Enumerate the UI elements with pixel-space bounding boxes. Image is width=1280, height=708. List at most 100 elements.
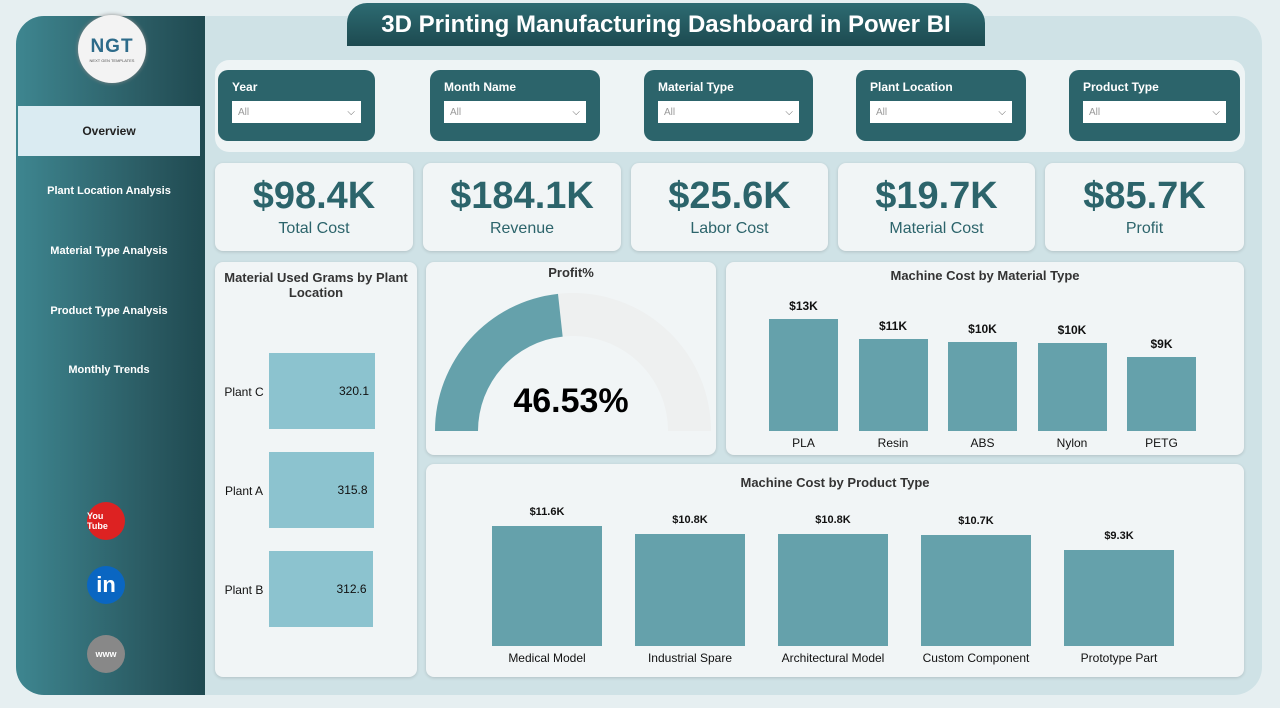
- gauge-value: 46.53%: [513, 382, 629, 420]
- filter-value: All: [1089, 106, 1101, 118]
- linkedin-icon[interactable]: in: [87, 566, 125, 604]
- filter-label: Year: [232, 80, 258, 94]
- category-label: Plant B: [224, 583, 264, 597]
- kpi-label: Profit: [1125, 220, 1164, 237]
- category-label: ABS: [970, 436, 995, 450]
- nav-item-product-type-analysis[interactable]: Product Type Analysis: [50, 305, 168, 317]
- filter-month-name: Month Name All ⌵: [430, 70, 600, 141]
- filter-product-type: Product Type All ⌵: [1069, 70, 1240, 141]
- data-label: $9K: [1150, 336, 1173, 351]
- kpi-value: $25.6K: [668, 175, 791, 217]
- nav-item-material-type-analysis[interactable]: Material Type Analysis: [50, 245, 168, 257]
- kpi-value: $85.7K: [1083, 175, 1206, 217]
- bar[interactable]: [269, 551, 373, 627]
- kpi-value: $19.7K: [875, 175, 998, 217]
- bar[interactable]: [269, 452, 374, 528]
- kpi-value: $184.1K: [450, 175, 594, 217]
- category-label: Plant A: [224, 484, 264, 498]
- bar[interactable]: [778, 534, 888, 646]
- plant-chart: Material Used Grams by Plant Location Pl…: [215, 262, 417, 677]
- data-label: 315.8: [337, 483, 368, 497]
- data-label: $11K: [878, 318, 908, 333]
- chevron-down-icon: ⌵: [998, 106, 1006, 118]
- bar[interactable]: [269, 353, 375, 429]
- kpi-total-cost: $98.4K Total Cost: [215, 163, 413, 251]
- bar[interactable]: [921, 535, 1031, 646]
- chart-title: Machine Cost by Product Type: [740, 475, 930, 490]
- data-label: $10K: [1057, 323, 1087, 338]
- globe-icon[interactable]: www: [87, 635, 125, 673]
- filter-label: Product Type: [1083, 80, 1159, 94]
- chevron-down-icon: ⌵: [572, 106, 580, 118]
- data-label: $10.8K: [815, 514, 851, 527]
- filter-value: All: [876, 106, 888, 118]
- material-chart: Machine Cost by Material Type $13K PLA $11…: [726, 262, 1244, 455]
- category-label: Custom Component: [922, 651, 1030, 665]
- filter-value: All: [664, 106, 676, 118]
- gauge-svg: [435, 293, 711, 431]
- chevron-down-icon: ⌵: [1212, 106, 1220, 118]
- chevron-down-icon: ⌵: [347, 106, 355, 118]
- filter-label: Month Name: [444, 80, 516, 94]
- product-chart: Machine Cost by Product Type $11.6K Medic…: [426, 464, 1244, 677]
- data-label: $10.8K: [672, 514, 708, 527]
- gauge-fill: [435, 293, 563, 431]
- filter-dropdown[interactable]: All ⌵: [658, 101, 799, 123]
- chart-title: Material Used Grams by Plant Location: [224, 270, 408, 300]
- bar[interactable]: [1064, 549, 1174, 646]
- kpi-value: $98.4K: [252, 175, 376, 217]
- filter-material-type: Material Type All ⌵: [644, 70, 813, 141]
- youtube-icon[interactable]: You Tube: [87, 502, 125, 540]
- kpi-revenue: $184.1K Revenue: [423, 163, 621, 251]
- filter-dropdown[interactable]: All ⌵: [1083, 101, 1226, 123]
- nav-item-monthly-trends[interactable]: Monthly Trends: [68, 364, 150, 376]
- category-label: Prototype Part: [1080, 651, 1158, 665]
- category-label: Nylon: [1056, 436, 1088, 450]
- filter-value: All: [238, 106, 250, 118]
- bar[interactable]: [858, 338, 928, 431]
- kpi-material-cost: $19.7K Material Cost: [838, 163, 1035, 251]
- data-label: $9.3K: [1104, 529, 1134, 542]
- bar[interactable]: [948, 342, 1017, 431]
- data-label: $11.6K: [529, 506, 565, 519]
- filter-label: Plant Location: [870, 80, 953, 94]
- bar[interactable]: [1037, 343, 1107, 431]
- bar[interactable]: [769, 318, 838, 431]
- filter-plant-location: Plant Location All ⌵: [856, 70, 1026, 141]
- category-label: Architectural Model: [781, 651, 885, 665]
- page-title: 3D Printing Manufacturing Dashboard in P…: [347, 3, 985, 46]
- kpi-label: Total Cost: [278, 220, 350, 237]
- data-label: $13K: [789, 298, 818, 313]
- data-label: $10.7K: [958, 515, 994, 528]
- logo-text: NGT: [90, 35, 134, 57]
- bar[interactable]: [492, 526, 602, 646]
- nav-item-plant-location-analysis[interactable]: Plant Location Analysis: [47, 185, 171, 197]
- chevron-down-icon: ⌵: [785, 106, 793, 118]
- logo-subtitle: NEXT GEN TEMPLATES: [89, 57, 135, 63]
- category-label: Industrial Spare: [647, 651, 733, 665]
- category-label: PETG: [1145, 436, 1178, 450]
- data-label: 320.1: [338, 384, 369, 398]
- bar[interactable]: [635, 534, 745, 646]
- category-label: Plant C: [224, 385, 264, 399]
- kpi-label: Labor Cost: [690, 220, 769, 237]
- logo: NGT NEXT GEN TEMPLATES: [78, 15, 146, 83]
- category-label: Medical Model: [508, 651, 586, 665]
- category-label: PLA: [792, 436, 815, 450]
- kpi-profit: $85.7K Profit: [1045, 163, 1244, 251]
- category-label: Resin: [877, 436, 909, 450]
- filter-value: All: [450, 106, 462, 118]
- kpi-labor-cost: $25.6K Labor Cost: [631, 163, 828, 251]
- nav-item-overview[interactable]: Overview: [18, 106, 200, 156]
- bar[interactable]: [1127, 356, 1196, 431]
- data-label: $10K: [968, 322, 997, 337]
- profit-gauge: Profit% 46.53%: [426, 262, 716, 455]
- kpi-label: Material Cost: [889, 220, 984, 237]
- filter-dropdown[interactable]: All ⌵: [232, 101, 361, 123]
- kpi-label: Revenue: [489, 220, 555, 237]
- filter-year: Year All ⌵: [218, 70, 375, 141]
- filter-label: Material Type: [658, 80, 734, 94]
- filter-dropdown[interactable]: All ⌵: [870, 101, 1012, 123]
- chart-title: Machine Cost by Material Type: [890, 268, 1080, 283]
- filter-dropdown[interactable]: All ⌵: [444, 101, 586, 123]
